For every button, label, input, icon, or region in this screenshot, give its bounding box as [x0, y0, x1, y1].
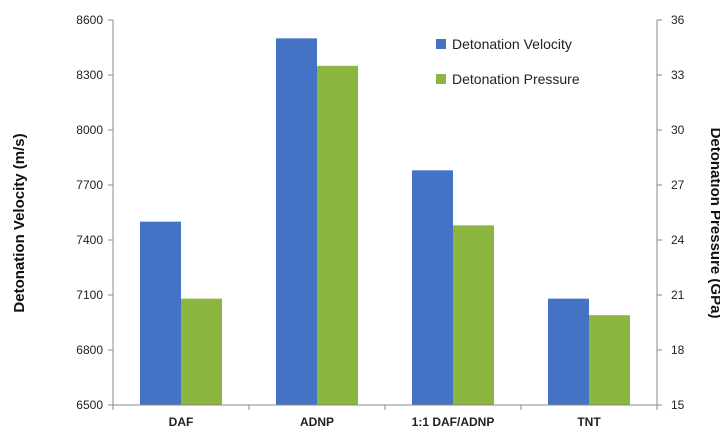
right-tick-label: 27 [671, 178, 685, 192]
left-tick-label: 8300 [76, 68, 103, 82]
category-label: DAF [169, 415, 194, 429]
bar-pressure [589, 315, 630, 405]
bar-pressure [317, 65, 358, 405]
left-tick-label: 8000 [76, 123, 103, 137]
right-tick-label: 15 [671, 398, 685, 412]
y-axis-right-title: Detonation Pressure (GPa) [707, 128, 720, 319]
bar-velocity [140, 221, 181, 405]
right-tick-label: 18 [671, 343, 685, 357]
left-tick-label: 6500 [76, 398, 103, 412]
right-tick-label: 33 [671, 68, 685, 82]
y-axis-left-title: Detonation Velocity (m/s) [11, 133, 28, 312]
bar-velocity [276, 38, 317, 405]
bar-velocity [412, 170, 453, 405]
right-axis-ticks: 15 18 21 24 27 30 33 36 [657, 13, 685, 412]
right-tick-label: 21 [671, 288, 685, 302]
right-tick-label: 36 [671, 13, 685, 27]
left-tick-label: 7100 [76, 288, 103, 302]
bar-velocity [548, 298, 589, 405]
bars [140, 38, 630, 405]
bar-pressure [453, 225, 494, 405]
category-labels: DAF ADNP 1:1 DAF/ADNP TNT [112, 405, 658, 429]
right-tick-label: 24 [671, 233, 685, 247]
legend-label-velocity: Detonation Velocity [452, 36, 572, 52]
left-axis-ticks: 6500 6800 7100 7400 7700 8000 8300 8600 [76, 13, 113, 412]
left-tick-label: 6800 [76, 343, 103, 357]
legend-swatch-velocity [436, 39, 446, 49]
left-tick-label: 7400 [76, 233, 103, 247]
legend: Detonation Velocity Detonation Pressure [436, 36, 580, 87]
right-tick-label: 30 [671, 123, 685, 137]
left-tick-label: 8600 [76, 13, 103, 27]
category-label: ADNP [300, 415, 334, 429]
category-label: 1:1 DAF/ADNP [412, 415, 495, 429]
bar-pressure [181, 298, 222, 405]
category-label: TNT [577, 415, 601, 429]
legend-label-pressure: Detonation Pressure [452, 71, 580, 87]
legend-swatch-pressure [436, 74, 446, 84]
left-tick-label: 7700 [76, 178, 103, 192]
